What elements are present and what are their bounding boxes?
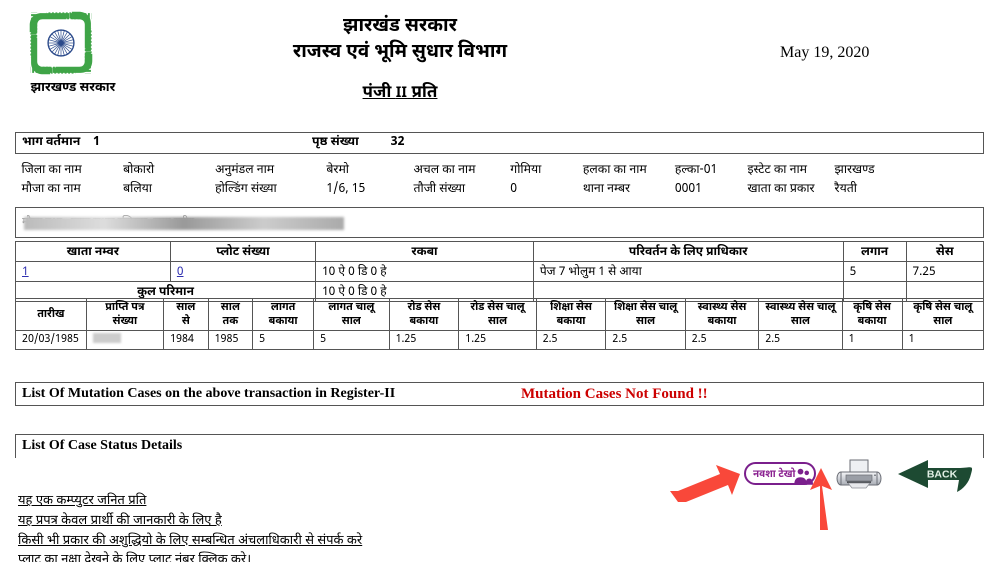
svg-text:BACK: BACK bbox=[927, 469, 958, 481]
